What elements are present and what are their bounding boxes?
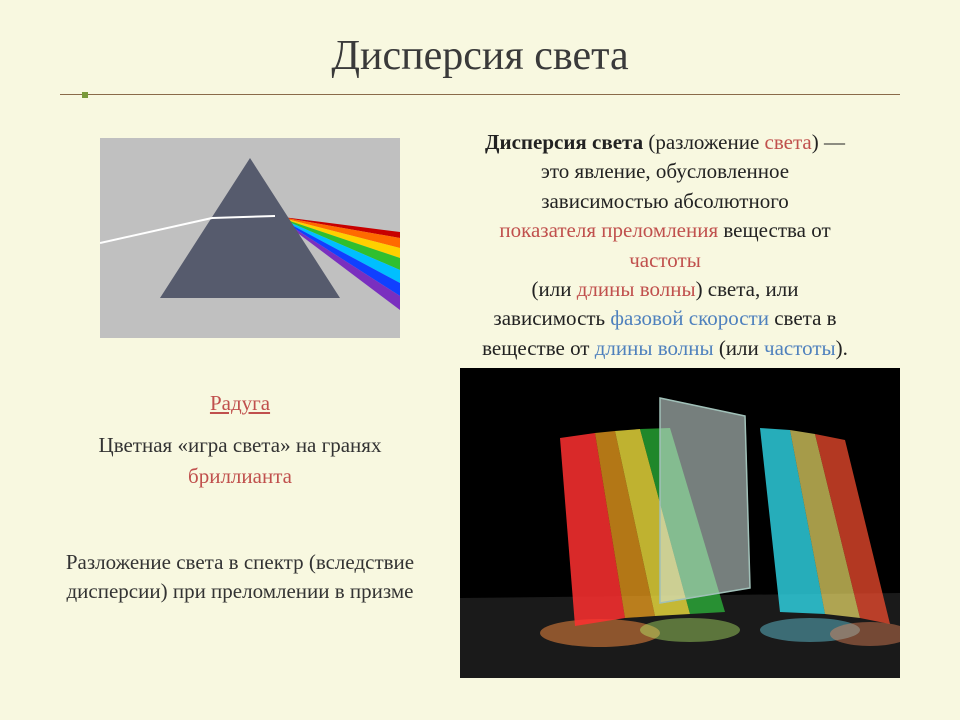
prism-svg [100, 138, 400, 338]
rule-line [60, 94, 900, 95]
def-paren-open: (разложение [643, 130, 764, 154]
title-area: Дисперсия света [0, 0, 960, 108]
def-line7-hl: фазовой скорости [610, 306, 769, 330]
photo-svg [460, 368, 900, 678]
def-line8-hl: длины волны [595, 336, 714, 360]
bottom-line1: Разложение света в спектр (вследствие [66, 550, 414, 574]
def-line8a: веществе от [482, 336, 595, 360]
def-line6a: (или [532, 277, 577, 301]
bottom-line2: дисперсии) при преломлении в призме [66, 579, 413, 603]
caption-line2a: Цветная «игра света» на гранях [99, 433, 382, 457]
caption-line2-hl: бриллианта [188, 464, 292, 488]
definition-text: Дисперсия света (разложение света) — это… [420, 128, 910, 363]
def-line8b: (или [714, 336, 764, 360]
def-line7a: зависимость [493, 306, 610, 330]
def-line6-hl: длины волны [577, 277, 696, 301]
def-lead: Дисперсия света [485, 130, 643, 154]
rainbow-link[interactable]: Радуга [210, 391, 270, 415]
bottom-text: Разложение света в спектр (вследствие ди… [30, 548, 450, 607]
def-paren-hl: света [765, 130, 812, 154]
def-paren-close: ) — [812, 130, 845, 154]
def-line4-hl: показателя преломления [499, 218, 718, 242]
caption-text: Радуга Цветная «игра света» на гранях бр… [60, 388, 420, 493]
def-line2: это явление, обусловленное [541, 159, 789, 183]
content-area: Дисперсия света (разложение света) — это… [0, 108, 960, 698]
def-line7b: света в [769, 306, 837, 330]
def-line8-hl2: частоты [764, 336, 836, 360]
def-line6b: ) света, или [696, 277, 799, 301]
rule-accent-square [82, 92, 88, 98]
slide-title: Дисперсия света [0, 32, 960, 80]
def-line5-hl: частоты [629, 248, 701, 272]
slide: Дисперсия света Дисперсия света (разложе… [0, 0, 960, 720]
def-line3: зависимостью абсолютного [541, 189, 789, 213]
def-line8c: ). [836, 336, 848, 360]
dispersion-photo [460, 368, 900, 678]
def-line4b: вещества от [718, 218, 831, 242]
title-rule [60, 92, 900, 98]
prism-diagram [100, 138, 400, 338]
